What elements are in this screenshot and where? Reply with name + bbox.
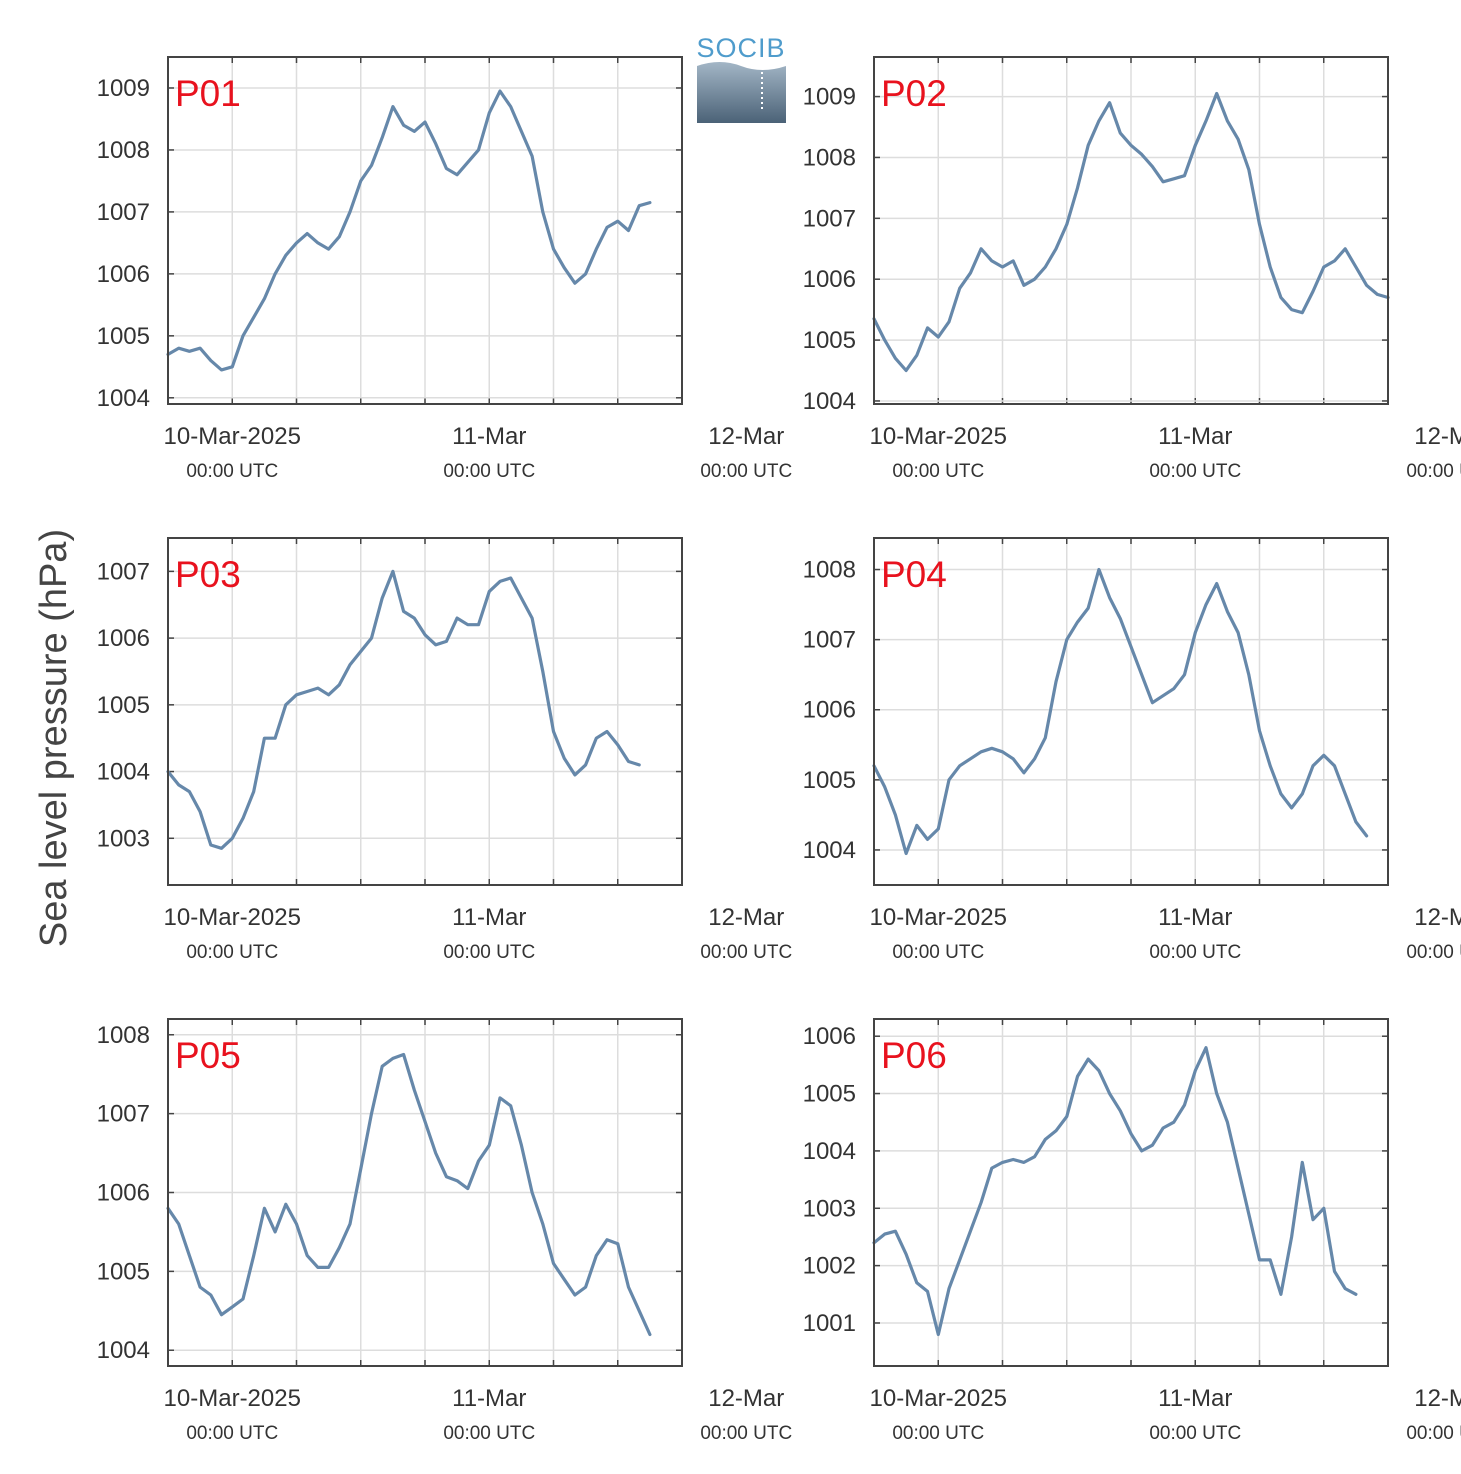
panel-title: P04 [881, 554, 947, 595]
x-tick-label-date: 12-Mar [708, 423, 784, 450]
y-tick-label: 1008 [803, 144, 856, 171]
x-tick-label-time: 00:00 UTC [186, 1423, 278, 1444]
y-tick-label: 1007 [97, 1101, 150, 1128]
x-tick-label-date: 12-Mar [708, 904, 784, 931]
x-tick-label-time: 00:00 UTC [700, 942, 792, 963]
y-tick-label: 1006 [803, 697, 856, 724]
series-line [872, 91, 1390, 373]
panel-p01: 1004 1005 1006 1007 1008 1009 10-Mar-2025 00:00… [97, 56, 792, 482]
x-tick-label-time: 00:00 UTC [1406, 461, 1461, 482]
series-line [872, 1046, 1358, 1337]
x-tick-label-date: 10-Mar-2025 [870, 423, 1007, 450]
x-tick-label-time: 00:00 UTC [1406, 1423, 1461, 1444]
y-tick-label: 1005 [97, 1258, 150, 1285]
plot-frame [873, 537, 1389, 886]
plot-frame [873, 1018, 1389, 1367]
y-tick-label: 1003 [97, 825, 150, 852]
y-tick-label: 1004 [97, 759, 150, 786]
x-tick-label-date: 12-Mar [1414, 1385, 1461, 1412]
x-tick-label-date: 10-Mar-2025 [164, 904, 301, 931]
y-tick-label: 1008 [803, 557, 856, 584]
socib-logo: SOCIB [696, 33, 786, 123]
x-tick-label-time: 00:00 UTC [892, 942, 984, 963]
panel-title: P02 [881, 73, 947, 114]
x-tick-label-date: 11-Mar [452, 423, 526, 450]
y-tick-label: 1004 [803, 388, 856, 415]
y-tick-label: 1005 [803, 1081, 856, 1108]
y-tick-label: 1004 [803, 837, 856, 864]
y-tick-label: 1007 [97, 199, 150, 226]
y-tick-label: 1005 [803, 327, 856, 354]
y-tick-label: 1005 [803, 767, 856, 794]
x-tick-label-time: 00:00 UTC [443, 1423, 535, 1444]
series-line [872, 567, 1369, 856]
x-tick-label-time: 00:00 UTC [1149, 1423, 1241, 1444]
y-tick-label: 1008 [97, 137, 150, 164]
y-axis-label: Sea level pressure (hPa) [33, 529, 75, 947]
y-tick-label: 1003 [803, 1195, 856, 1222]
x-tick-label-date: 11-Mar [1158, 423, 1232, 450]
socib-wave-icon [697, 62, 786, 123]
y-tick-label: 1009 [97, 75, 150, 102]
y-tick-label: 1006 [803, 266, 856, 293]
y-tick-label: 1001 [803, 1310, 856, 1337]
series-line [166, 1052, 652, 1337]
panel-title: P01 [175, 73, 241, 114]
x-tick-label-time: 00:00 UTC [1406, 942, 1461, 963]
y-tick-label: 1004 [97, 385, 150, 412]
panel-p05: 1004 1005 1006 1007 1008 10-Mar-2025 00:00 UTC… [97, 1018, 792, 1444]
panel-title: P03 [175, 554, 241, 595]
plot-frame [167, 1018, 683, 1367]
x-tick-label-date: 12-Mar [1414, 423, 1461, 450]
y-tick-label: 1007 [97, 558, 150, 585]
panel-title: P06 [881, 1035, 947, 1076]
x-tick-label-date: 12-Mar [1414, 904, 1461, 931]
x-tick-label-time: 00:00 UTC [1149, 942, 1241, 963]
x-tick-label-date: 11-Mar [1158, 904, 1232, 931]
series-line [166, 569, 641, 850]
x-tick-label-date: 10-Mar-2025 [164, 423, 301, 450]
x-tick-label-date: 11-Mar [452, 1385, 526, 1412]
x-tick-label-time: 00:00 UTC [892, 1423, 984, 1444]
y-tick-label: 1002 [803, 1253, 856, 1280]
x-tick-label-date: 10-Mar-2025 [164, 1385, 301, 1412]
plot-frame [167, 56, 683, 405]
x-tick-label-time: 00:00 UTC [186, 461, 278, 482]
y-tick-label: 1008 [97, 1022, 150, 1049]
y-tick-label: 1004 [803, 1138, 856, 1165]
x-tick-label-time: 00:00 UTC [700, 461, 792, 482]
x-tick-label-date: 12-Mar [708, 1385, 784, 1412]
x-tick-label-date: 10-Mar-2025 [870, 1385, 1007, 1412]
plot-frame [167, 537, 683, 886]
panel-p06: 1001 1002 1003 1004 1005 1006 10-Mar-2025 00:00… [803, 1018, 1461, 1444]
x-tick-label-date: 11-Mar [452, 904, 526, 931]
panel-p03: 1003 1004 1005 1006 1007 10-Mar-2025 00:00 UTC… [97, 537, 792, 963]
y-tick-label: 1006 [97, 625, 150, 652]
panel-p02: 1004 1005 1006 1007 1008 1009 10-Mar-2025 00:00… [803, 56, 1461, 482]
x-tick-label-date: 10-Mar-2025 [870, 904, 1007, 931]
x-tick-label-time: 00:00 UTC [186, 942, 278, 963]
y-tick-label: 1007 [803, 205, 856, 232]
y-tick-label: 1005 [97, 323, 150, 350]
plot-frame [873, 56, 1389, 405]
x-tick-label-time: 00:00 UTC [1149, 461, 1241, 482]
y-tick-label: 1007 [803, 627, 856, 654]
socib-logo-text: SOCIB [696, 33, 785, 63]
x-tick-label-date: 11-Mar [1158, 1385, 1232, 1412]
x-tick-label-time: 00:00 UTC [700, 1423, 792, 1444]
panel-p04: 1004 1005 1006 1007 1008 10-Mar-2025 00:00 UTC… [803, 537, 1461, 963]
y-tick-label: 1006 [97, 261, 150, 288]
series-line [166, 89, 652, 372]
y-tick-label: 1009 [803, 84, 856, 111]
panel-title: P05 [175, 1035, 241, 1076]
y-tick-label: 1006 [97, 1180, 150, 1207]
x-tick-label-time: 00:00 UTC [892, 461, 984, 482]
y-tick-label: 1006 [803, 1023, 856, 1050]
x-tick-label-time: 00:00 UTC [443, 461, 535, 482]
y-tick-label: 1004 [97, 1337, 150, 1364]
x-tick-label-time: 00:00 UTC [443, 942, 535, 963]
y-tick-label: 1005 [97, 692, 150, 719]
